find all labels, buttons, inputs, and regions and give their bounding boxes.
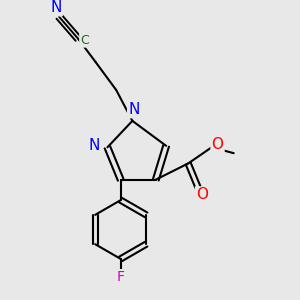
Text: N: N <box>50 0 62 15</box>
Text: O: O <box>196 188 208 202</box>
Text: C: C <box>80 34 89 46</box>
Text: F: F <box>117 270 124 284</box>
Text: N: N <box>128 102 140 117</box>
Text: N: N <box>88 138 100 153</box>
Text: O: O <box>212 137 224 152</box>
